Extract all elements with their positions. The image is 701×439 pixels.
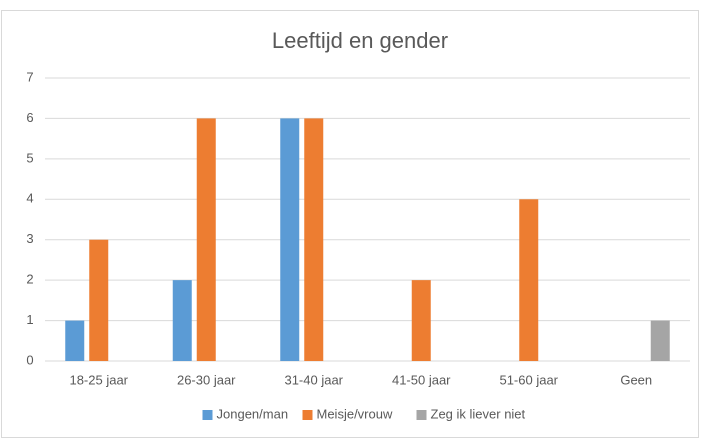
bar — [196, 118, 216, 361]
x-tick-label: 51-60 jaar — [499, 372, 558, 387]
legend-swatch — [302, 410, 313, 420]
bar — [411, 280, 431, 361]
legend-label: Zeg ik liever niet — [431, 406, 526, 421]
y-tick-label: 0 — [26, 352, 33, 367]
y-tick-label: 4 — [26, 191, 33, 206]
legend-label: Meisje/vrouw — [317, 406, 393, 421]
legend-label: Jongen/man — [217, 406, 289, 421]
bar — [280, 118, 300, 361]
y-tick-label: 5 — [26, 150, 33, 165]
x-tick-label: 26-30 jaar — [177, 372, 236, 387]
y-tick-label: 3 — [26, 231, 33, 246]
bar — [172, 280, 192, 361]
x-tick-label: Geen — [620, 372, 652, 387]
bar — [65, 320, 85, 361]
chart-border — [1, 10, 699, 438]
y-tick-label: 1 — [26, 312, 33, 327]
y-tick-label: 7 — [26, 69, 33, 84]
bar — [304, 118, 324, 361]
legend-swatch — [416, 410, 427, 420]
y-tick-label: 2 — [26, 272, 33, 287]
legend-swatch — [202, 410, 213, 420]
bar — [519, 199, 539, 361]
bar — [650, 320, 670, 361]
x-tick-label: 31-40 jaar — [284, 372, 343, 387]
x-tick-label: 18-25 jaar — [69, 372, 128, 387]
chart-title: Leeftijd en gender — [272, 28, 448, 53]
bar — [89, 239, 109, 361]
x-tick-label: 41-50 jaar — [392, 372, 451, 387]
y-tick-label: 6 — [26, 110, 33, 125]
